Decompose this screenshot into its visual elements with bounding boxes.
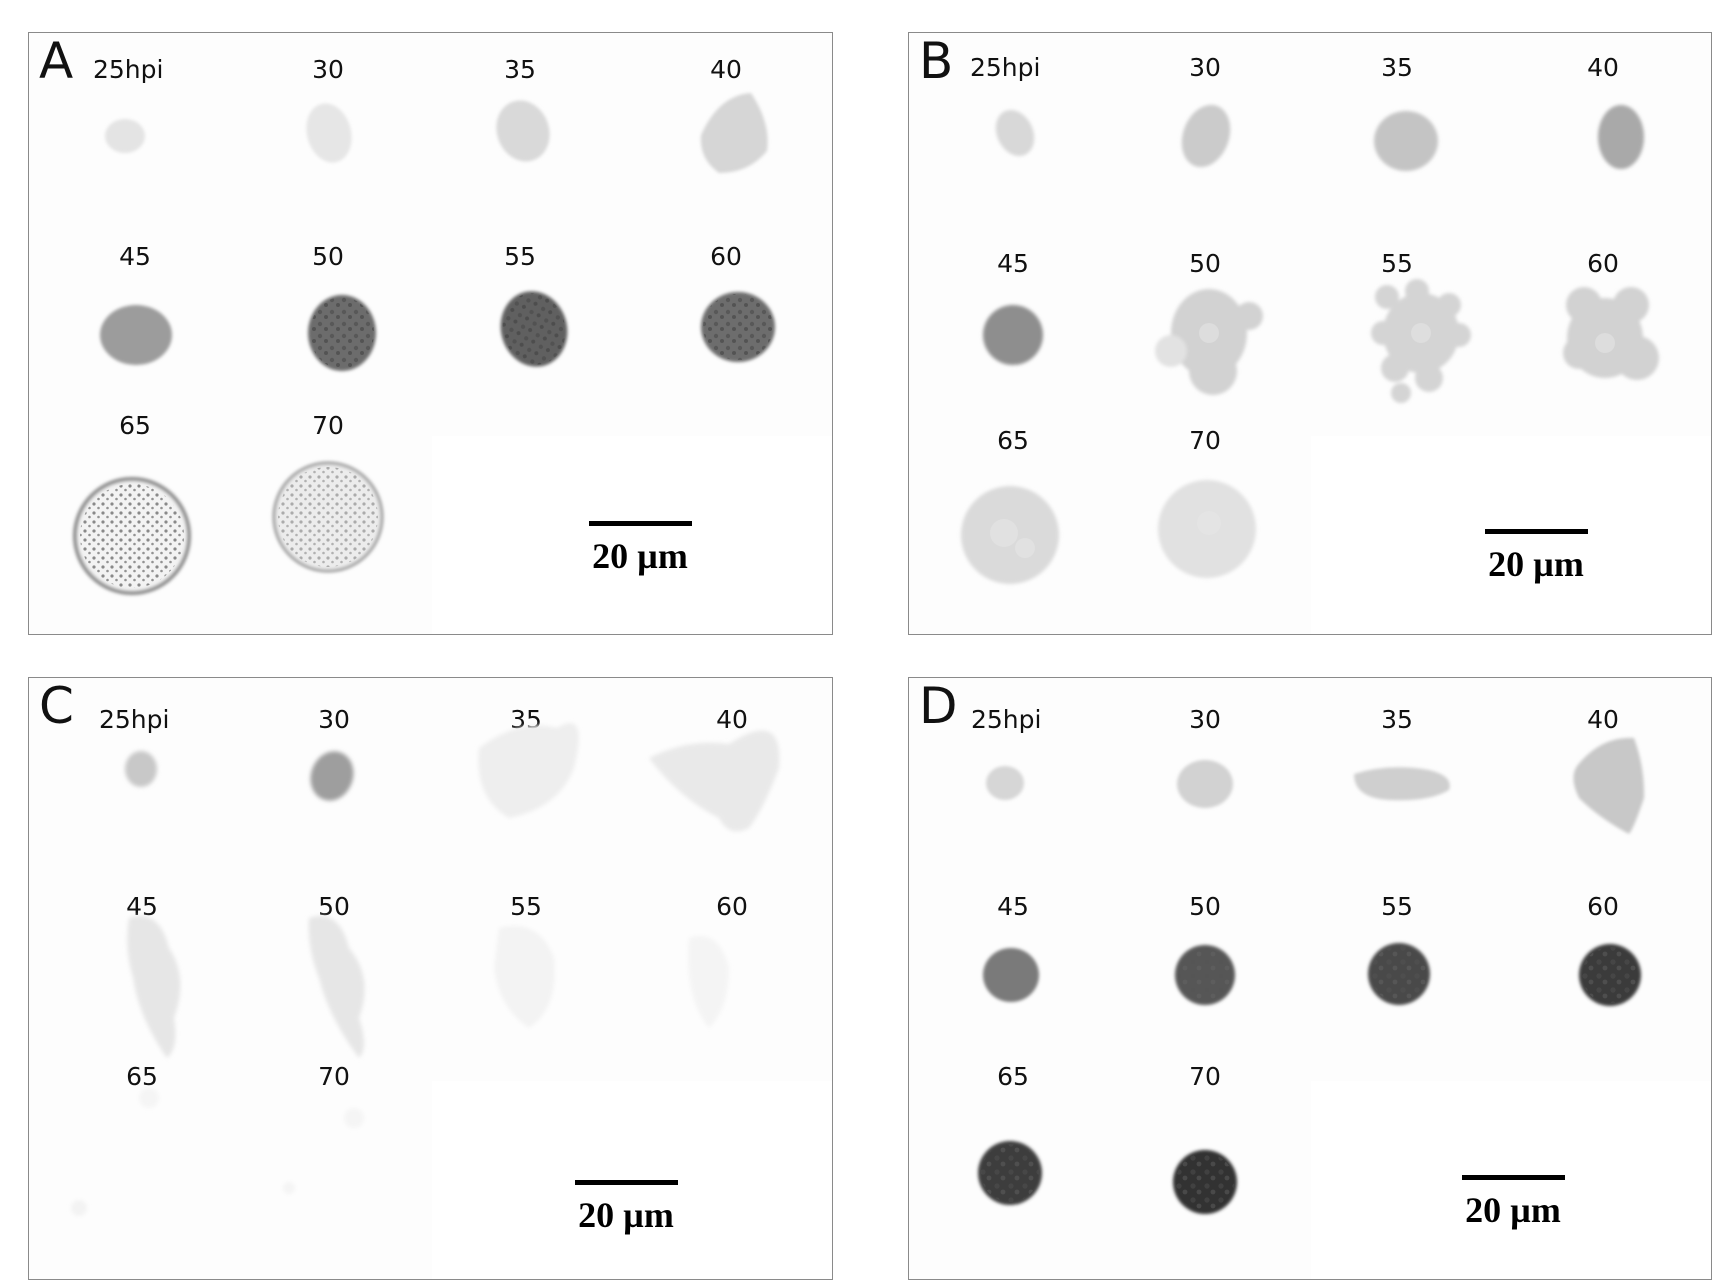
time-label: 50: [318, 892, 350, 921]
panel-letter: A: [39, 32, 74, 90]
time-label: 30: [1189, 705, 1221, 734]
time-label: 25hpi: [971, 705, 1042, 734]
panel-d: D 25hpi 30 35 40 45 50 55 60 65 70: [908, 677, 1712, 1280]
time-label: 30: [1189, 53, 1221, 82]
panel-letter: B: [919, 32, 954, 90]
time-label: 45: [997, 249, 1029, 278]
time-label: 70: [312, 411, 344, 440]
scale-bar: [1485, 529, 1588, 534]
time-label: 70: [1189, 1062, 1221, 1091]
time-label: 30: [318, 705, 350, 734]
panel-c: C 25hpi 30 35 40 45 50 55 60 65 70 20 µm: [28, 677, 833, 1280]
scale-bar: [1462, 1175, 1565, 1180]
time-label: 65: [126, 1062, 158, 1091]
time-label: 60: [1587, 892, 1619, 921]
scale-bar-label: 20 µm: [592, 536, 688, 576]
time-label: 45: [119, 242, 151, 271]
time-label: 50: [1189, 892, 1221, 921]
time-label: 65: [119, 411, 151, 440]
panel-letter: D: [919, 677, 958, 735]
time-label: 30: [312, 55, 344, 84]
cell-nucleus-image: [71, 723, 780, 1216]
time-label: 70: [1189, 426, 1221, 455]
scale-bar-label: 20 µm: [1488, 544, 1584, 584]
time-label: 65: [997, 1062, 1029, 1091]
cell-nucleus-image: [961, 104, 1659, 584]
panel-a: A 25hpi 30 35 40 45 50 55 60 65 70: [28, 32, 833, 635]
time-label: 65: [997, 426, 1029, 455]
time-label: 60: [710, 242, 742, 271]
scale-bar: [575, 1180, 678, 1185]
scale-bar-label: 20 µm: [578, 1195, 674, 1235]
time-label: 55: [1381, 892, 1413, 921]
time-label: 25hpi: [970, 53, 1041, 82]
time-label: 35: [504, 55, 536, 84]
time-label: 35: [1381, 53, 1413, 82]
time-label: 45: [997, 892, 1029, 921]
time-label: 50: [312, 242, 344, 271]
time-label: 60: [716, 892, 748, 921]
cell-nucleus-image: [73, 93, 775, 595]
panel-letter: C: [39, 677, 74, 735]
time-label: 40: [1587, 705, 1619, 734]
panel-b: B 25hpi 30 35 40 45 50 55 60 65 70: [908, 32, 1712, 635]
scale-bar: [589, 521, 692, 526]
time-label: 35: [1381, 705, 1413, 734]
time-label: 25hpi: [93, 55, 164, 84]
image-blank-area: [432, 436, 832, 634]
time-label: 55: [1381, 249, 1413, 278]
cell-nucleus-image: [978, 737, 1645, 1214]
scale-bar-label: 20 µm: [1465, 1190, 1561, 1230]
time-label: 40: [1587, 53, 1619, 82]
time-label: 70: [318, 1062, 350, 1091]
time-label: 60: [1587, 249, 1619, 278]
time-label: 40: [716, 705, 748, 734]
time-label: 25hpi: [99, 705, 170, 734]
time-label: 55: [504, 242, 536, 271]
time-label: 40: [710, 55, 742, 84]
image-blank-area: [1311, 1081, 1711, 1279]
time-label: 55: [510, 892, 542, 921]
image-blank-area: [1311, 436, 1711, 634]
time-label: 50: [1189, 249, 1221, 278]
